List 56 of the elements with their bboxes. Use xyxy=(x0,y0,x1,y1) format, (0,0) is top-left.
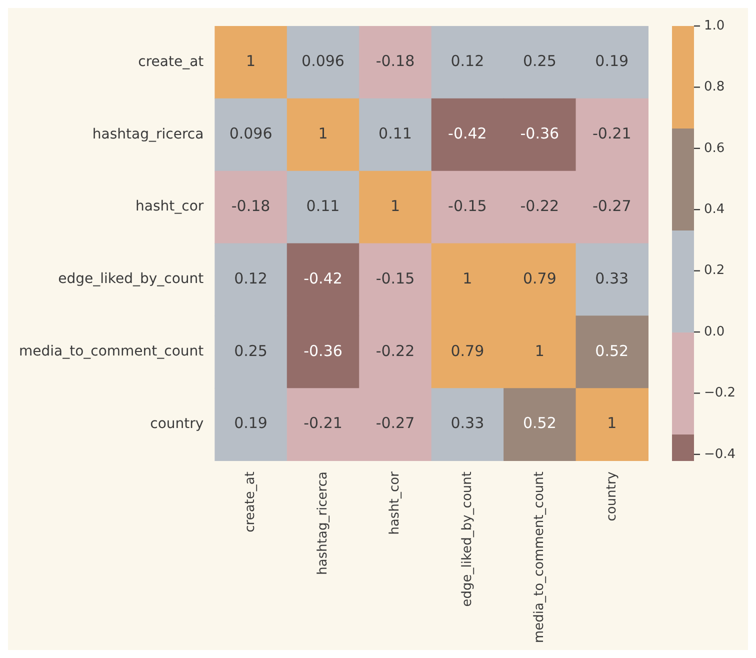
data-label: -0.27 xyxy=(592,196,632,215)
data-label: -0.36 xyxy=(520,124,560,143)
data-label: -0.42 xyxy=(448,124,487,143)
x-tick-label: edge_liked_by_count xyxy=(460,472,475,607)
data-label: -0.36 xyxy=(304,342,342,360)
data-label: 0.11 xyxy=(306,196,340,215)
data-label: -0.21 xyxy=(304,414,342,432)
color-bar-label: 0.8 xyxy=(704,80,725,95)
data-label: 0.25 xyxy=(522,52,556,70)
data-label: 0.12 xyxy=(450,52,484,70)
y-tick-label: hashtag_ricerca xyxy=(92,126,204,142)
data-label: 1 xyxy=(462,269,472,288)
color-bar-label: −0.4 xyxy=(704,446,736,462)
y-tick-label: media_to_comment_count xyxy=(18,344,204,360)
color-bar-label: 1.0 xyxy=(704,18,725,34)
data-label: 0.11 xyxy=(378,124,412,143)
data-label: -0.18 xyxy=(376,52,415,70)
x-tick-label: media_to_comment_count xyxy=(532,472,548,643)
data-label: -0.21 xyxy=(592,124,632,143)
data-label: 0.19 xyxy=(234,414,268,432)
color-bar-label: 0.6 xyxy=(704,140,725,156)
x-tick-label: hasht_cor xyxy=(388,470,403,535)
y-tick-label: hasht_cor xyxy=(136,198,204,215)
data-label: 1 xyxy=(390,196,400,215)
data-label: 0.12 xyxy=(234,269,268,288)
color-bar-label: 0.2 xyxy=(704,263,725,278)
data-label: -0.42 xyxy=(304,269,342,288)
data-label: -0.27 xyxy=(376,414,415,432)
color-bar-label: −0.2 xyxy=(704,386,736,401)
data-label: -0.22 xyxy=(520,196,560,215)
data-label: 0.52 xyxy=(595,342,629,360)
data-label: 1 xyxy=(318,124,328,143)
data-label: 1 xyxy=(246,52,256,70)
x-tick-label: hashtag_ricerca xyxy=(315,472,330,575)
data-label: -0.15 xyxy=(448,196,487,215)
data-label: 1 xyxy=(534,342,544,360)
data-label: 0.33 xyxy=(595,269,629,288)
data-label: 0.096 xyxy=(229,124,272,143)
data-label: 0.79 xyxy=(522,269,556,288)
data-label: 1 xyxy=(607,414,617,432)
y-tick-label: create_at xyxy=(138,54,204,70)
y-tick-label: country xyxy=(150,416,204,432)
data-label: -0.18 xyxy=(231,196,270,215)
data-label: 0.25 xyxy=(234,342,268,360)
color-bar-label: 0.4 xyxy=(704,202,725,217)
data-label: 0.096 xyxy=(302,52,344,70)
data-label: 0.33 xyxy=(450,414,484,432)
data-label: 0.79 xyxy=(450,342,484,360)
data-label: -0.15 xyxy=(376,269,415,288)
x-tick-label: create_at xyxy=(243,472,258,532)
x-tick-label: country xyxy=(604,471,620,522)
color-bar-label: 0.0 xyxy=(704,324,725,340)
y-tick-label: edge_liked_by_count xyxy=(58,271,204,288)
data-label: 0.52 xyxy=(522,414,556,432)
data-label: 0.19 xyxy=(595,52,629,70)
data-label: -0.22 xyxy=(376,342,415,360)
